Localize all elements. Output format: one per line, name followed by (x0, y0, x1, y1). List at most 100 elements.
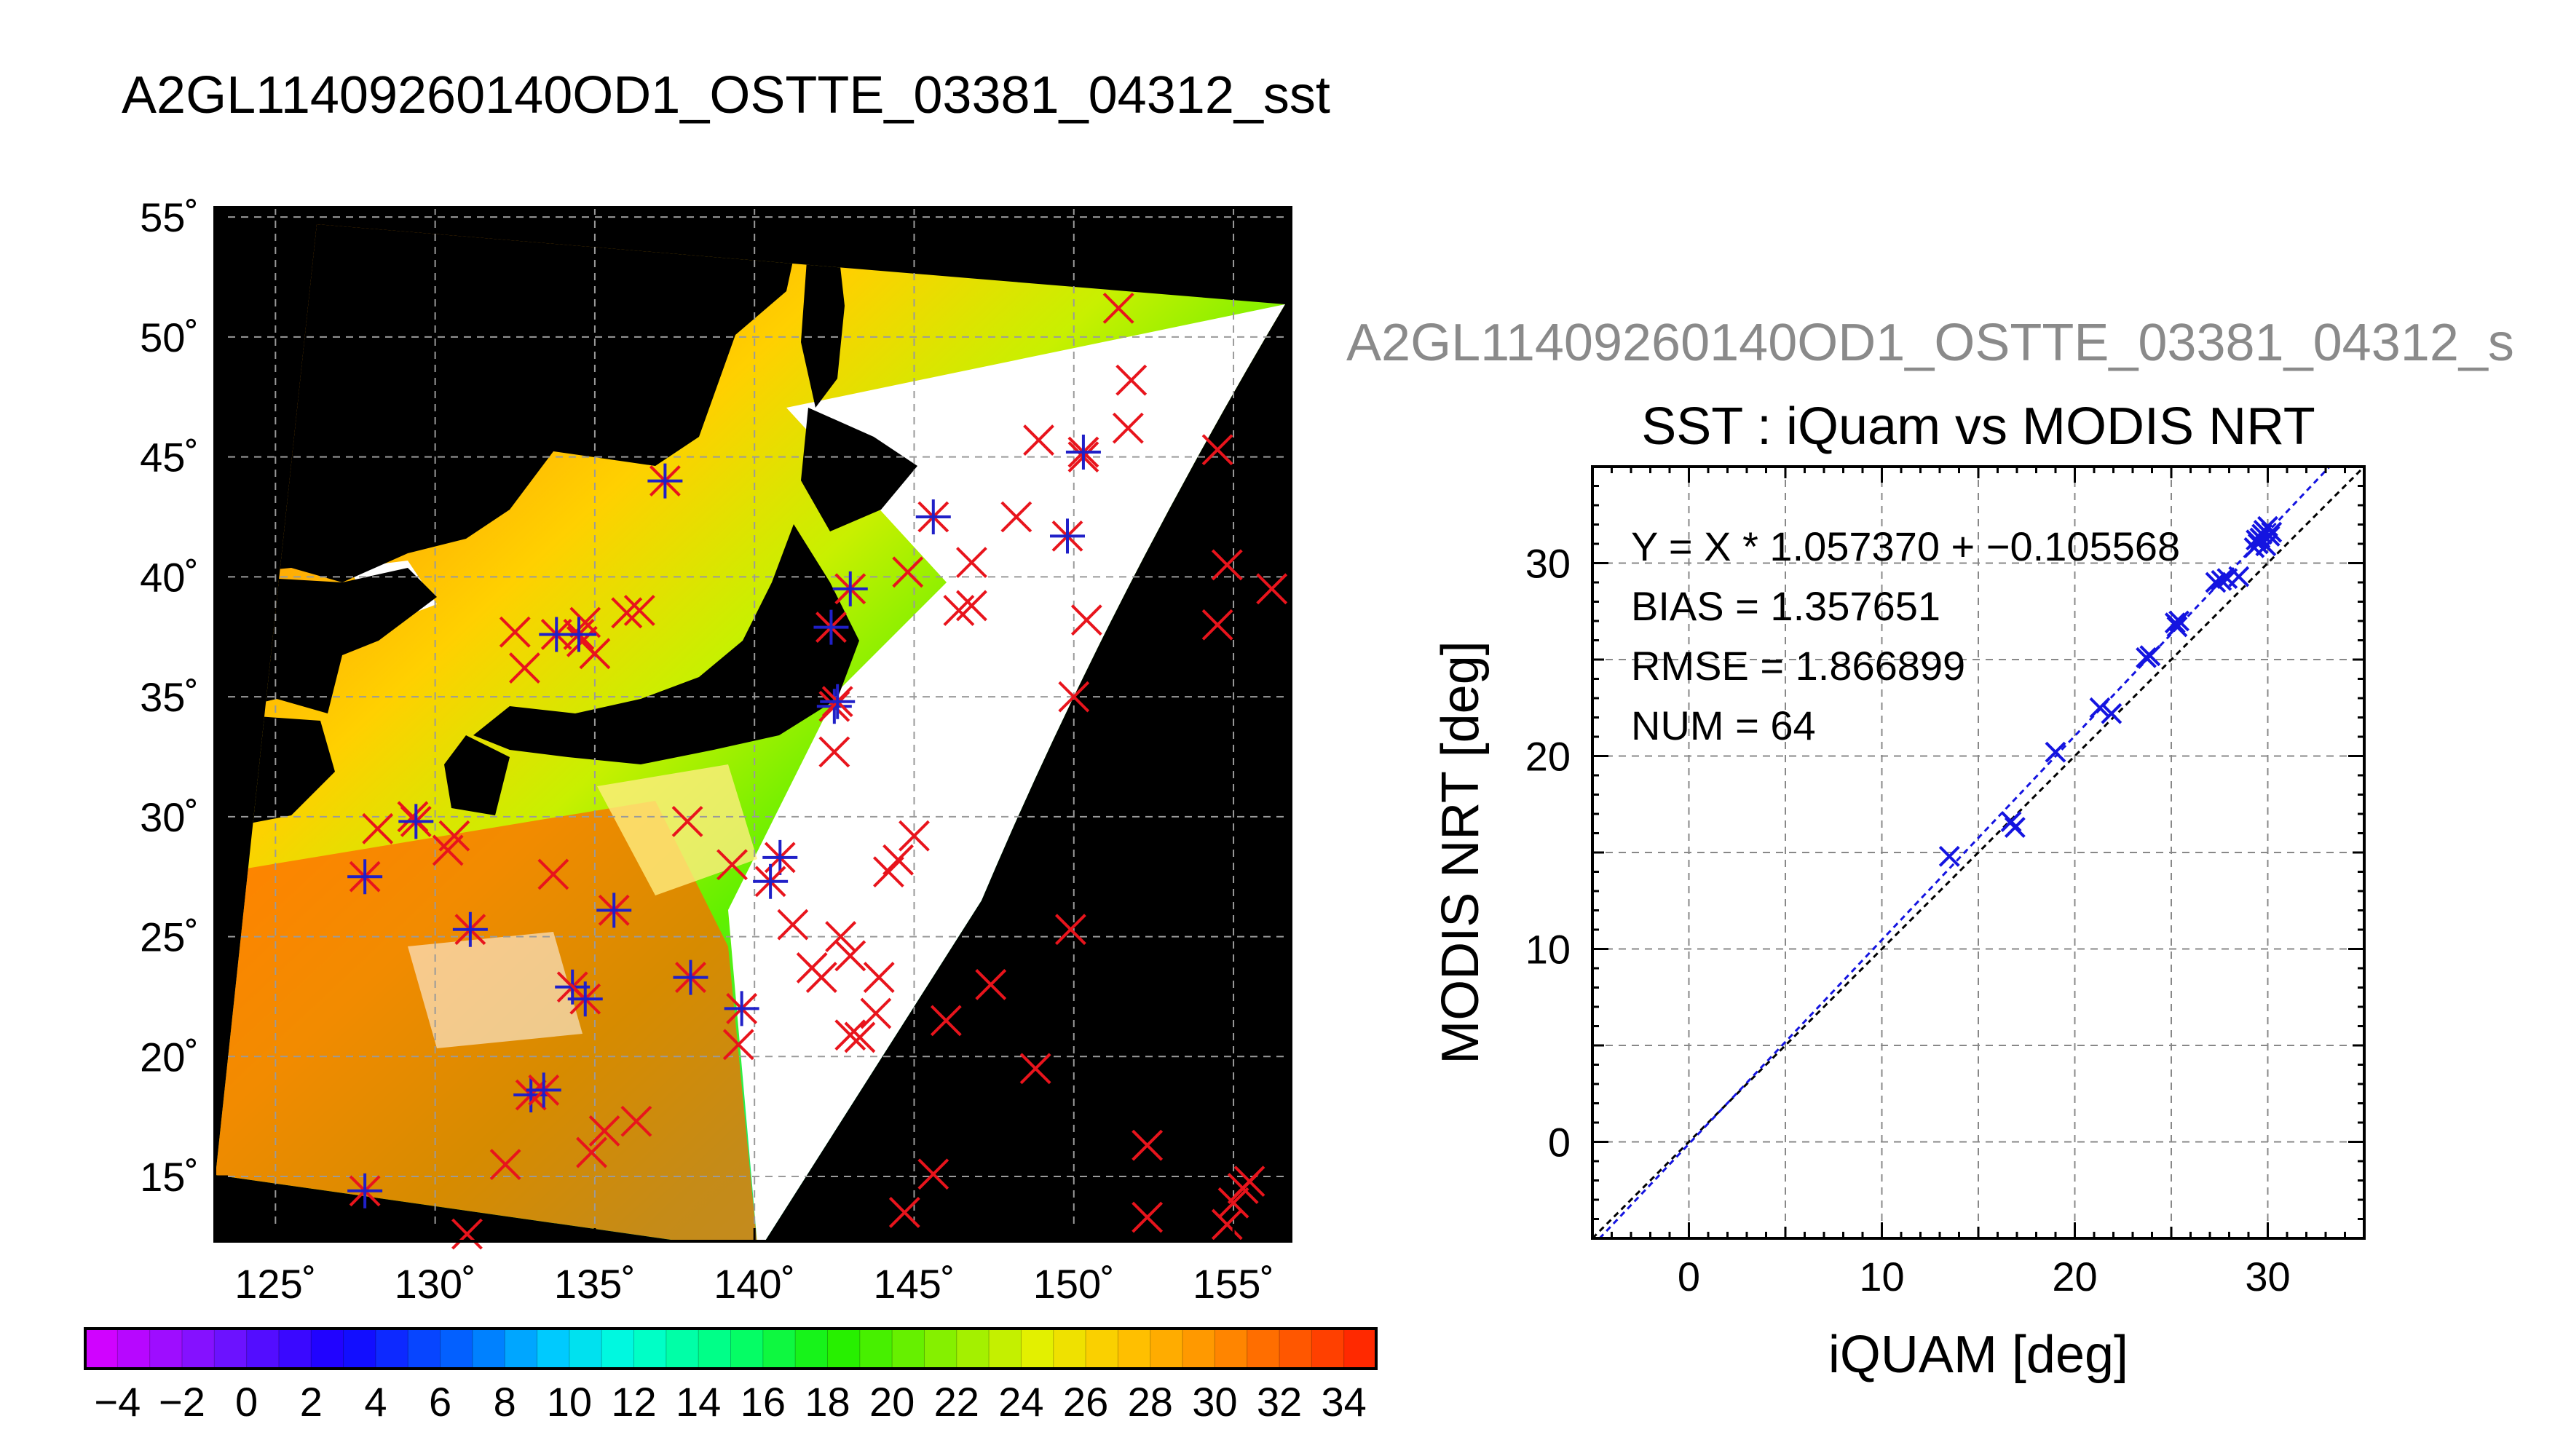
colorbar-cell (1182, 1329, 1215, 1369)
map-x-tick-label: 140˚ (714, 1261, 795, 1307)
iquam-marker (1132, 1129, 1164, 1161)
colorbar-tick-label: −4 (94, 1379, 141, 1425)
scatter-point (2168, 610, 2190, 632)
colorbar-tick-label: 0 (235, 1379, 258, 1425)
colorbar: −4 −2 0 2 4 6 8 10 12 14 16 18 20 22 24 26 28 30 32 34 (84, 1327, 1378, 1425)
scatter-point (2205, 571, 2227, 593)
scatter-annotation-bias: BIAS = 1.357651 (1631, 583, 1940, 629)
colorbar-tick-label: 10 (547, 1379, 592, 1425)
map-y-tick-label: 55˚ (140, 194, 199, 240)
map-y-tick-label: 20˚ (140, 1034, 199, 1080)
iquam-marker (899, 820, 930, 852)
iquam-marker (579, 638, 611, 670)
map-x-axis: 125˚ 130˚ 135˚ 140˚ 145˚ 150˚ 155˚ (234, 1228, 1274, 1307)
map-x-tick-label: 125˚ (234, 1261, 316, 1307)
iquam-marker (1000, 501, 1032, 533)
iquam-marker (1211, 549, 1243, 581)
colorbar-cell (1215, 1329, 1248, 1369)
iquam-marker (1070, 604, 1102, 636)
map-markers (347, 292, 1288, 1250)
scatter-panel: SST : iQuam vs MODIS NRT 0 10 20 30 0 10 20 30… (1431, 397, 2366, 1384)
map-y-tick-label: 30˚ (140, 794, 199, 840)
modis-marker (1065, 435, 1101, 470)
colorbar-cell (795, 1329, 828, 1369)
colorbar-tick-label: 6 (429, 1379, 451, 1425)
iquam-marker (362, 812, 394, 844)
scatter-y-tick-label: 0 (1548, 1120, 1571, 1166)
colorbar-cell (1150, 1329, 1183, 1369)
map-frame (213, 206, 1292, 1243)
colorbar-tick-label: 2 (300, 1379, 323, 1425)
colorbar-cell (1118, 1329, 1151, 1369)
map-x-tick-label: 150˚ (1033, 1261, 1115, 1307)
map-x-tick-label: 130˚ (395, 1261, 476, 1307)
scatter-title: SST : iQuam vs MODIS NRT (1641, 397, 2315, 456)
colorbar-cell (375, 1329, 408, 1369)
colorbar-cell (1279, 1329, 1312, 1369)
modis-marker (347, 1173, 383, 1208)
iquam-marker (834, 940, 866, 972)
iquam-marker (716, 849, 748, 881)
colorbar-cell (601, 1329, 635, 1369)
one-to-one-line (1592, 467, 2364, 1238)
iquam-marker (1023, 424, 1054, 456)
scatter-annotation-num: NUM = 64 (1631, 703, 1816, 748)
map-x-tick-label: 135˚ (554, 1261, 636, 1307)
land-japan-kyushu (444, 735, 510, 815)
colorbar-tick-label: 12 (611, 1379, 656, 1425)
colorbar-cell (1086, 1329, 1118, 1369)
colorbar-cell (246, 1329, 280, 1369)
colorbar-cell (311, 1329, 344, 1369)
map-y-tick-label: 45˚ (140, 435, 199, 480)
iquam-marker (1217, 1187, 1249, 1219)
colorbar-cell (472, 1329, 505, 1369)
iquam-marker (509, 652, 540, 684)
iquam-marker (860, 997, 892, 1029)
modis-marker (347, 859, 383, 895)
scatter-point (2101, 703, 2122, 724)
map-x-tick-label: 155˚ (1193, 1261, 1274, 1307)
iquam-marker (537, 858, 569, 890)
map-y-tick-label: 35˚ (140, 674, 199, 720)
iquam-marker (489, 1149, 521, 1180)
scatter-point (1938, 845, 1960, 867)
colorbar-cell (1053, 1329, 1086, 1369)
iquam-marker (777, 909, 809, 941)
colorbar-cell (859, 1329, 893, 1369)
scatter-y-axis-label: MODIS NRT [deg] (1431, 641, 1490, 1064)
modis-marker (915, 499, 951, 535)
land-asia-mainland (216, 224, 801, 582)
map-y-tick-label: 40˚ (140, 554, 199, 600)
swath-overlays (216, 224, 1285, 1241)
iquam-marker (1201, 434, 1233, 466)
modis-marker (561, 617, 596, 652)
colorbar-cell (214, 1329, 248, 1369)
colorbar-cell (892, 1329, 925, 1369)
colorbar-cell (85, 1329, 118, 1369)
iquam-marker (1201, 609, 1233, 641)
iquam-marker (588, 1115, 620, 1147)
iquam-marker (888, 1197, 920, 1228)
colorbar-cell (956, 1329, 990, 1369)
scatter-point (2045, 741, 2066, 763)
iquam-marker (576, 1136, 607, 1168)
modis-marker (813, 609, 849, 645)
colorbar-cells (85, 1329, 1377, 1369)
colorbar-tick-label: 30 (1192, 1379, 1237, 1425)
scatter-point (2139, 645, 2161, 667)
iquam-marker (1211, 1208, 1243, 1241)
iquam-marker (892, 556, 924, 588)
scatter-x-tick-label: 0 (1678, 1254, 1700, 1299)
iquam-marker (671, 806, 703, 837)
colorbar-cell (762, 1329, 796, 1369)
colorbar-cell (343, 1329, 376, 1369)
iquam-marker (1019, 1053, 1051, 1085)
fit-line (1598, 467, 2331, 1238)
iquam-marker (623, 595, 655, 626)
scatter-x-tick-label: 20 (2052, 1254, 2097, 1299)
colorbar-tick-label: 18 (805, 1379, 850, 1425)
map-y-tick-label: 25˚ (140, 914, 199, 960)
colorbar-cell (149, 1329, 183, 1369)
modis-marker (596, 893, 632, 928)
scatter-x-axis-label: iQUAM [deg] (1828, 1326, 2128, 1384)
